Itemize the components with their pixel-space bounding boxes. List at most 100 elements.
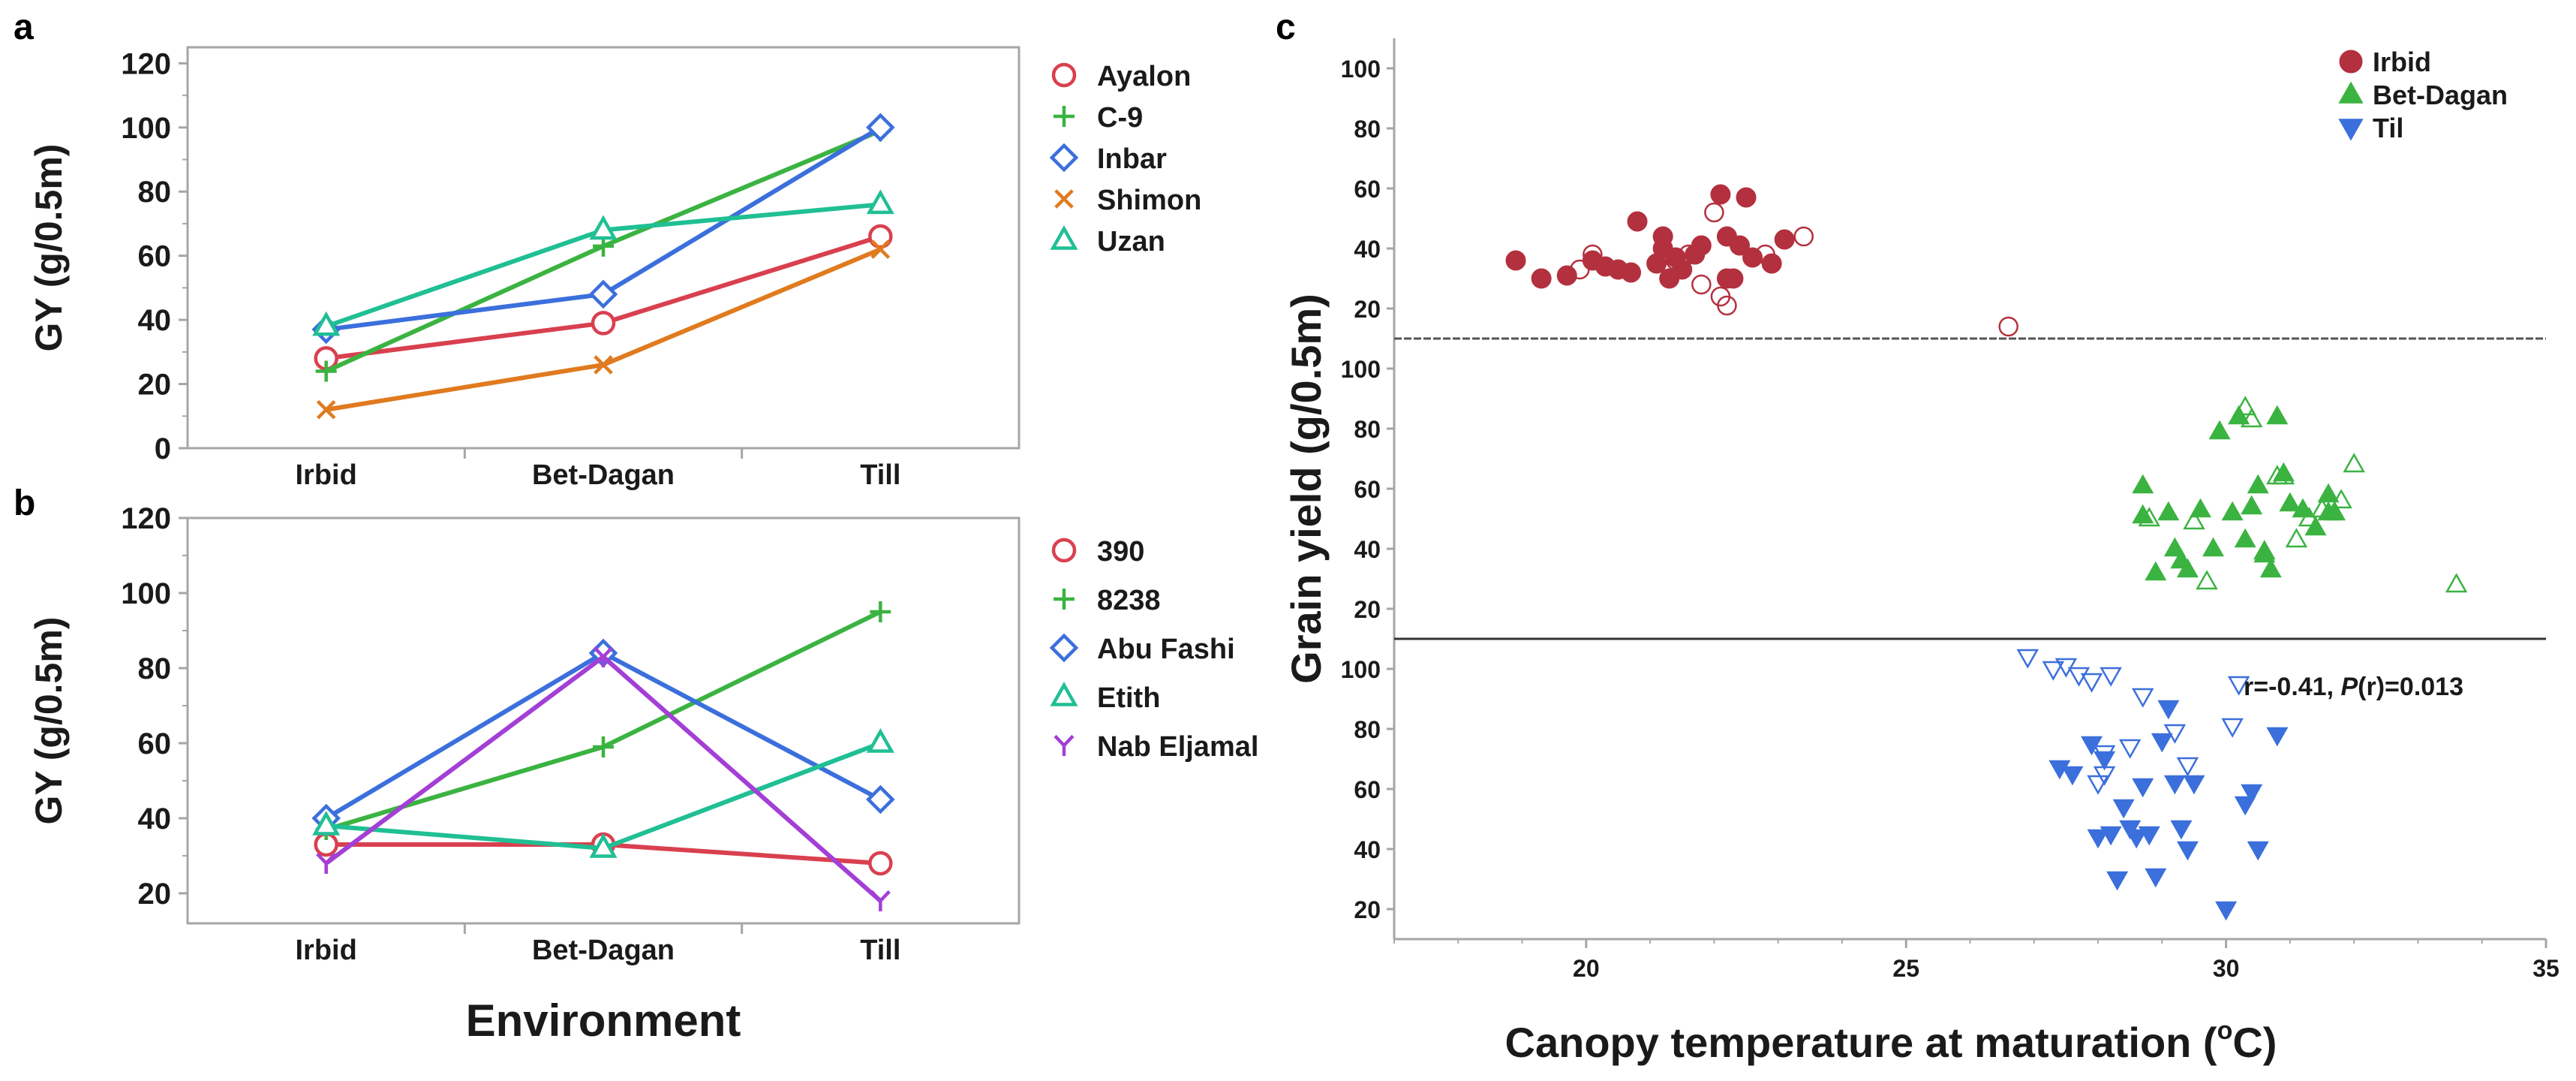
series-c-2-point-open [2087, 775, 2109, 795]
series-c-1-point-filled [2266, 405, 2289, 425]
series-b-4-point [593, 646, 614, 667]
series-c-1-point-filled [2241, 495, 2263, 515]
series-c-1-point-filled [2234, 528, 2256, 548]
series-c-0-point-open [1717, 295, 1737, 316]
series-c-2-point-filled [2157, 700, 2180, 720]
chart-a-ylabel: GY (g/0.5m) [28, 144, 70, 352]
series-c-2-point-open [2100, 667, 2122, 687]
series-a-1-point [315, 360, 337, 382]
series-c-2-point-open [2227, 676, 2250, 696]
chart-b-xtick-label: Irbid [296, 935, 357, 966]
panel-b-label: b [14, 483, 35, 523]
series-c-2-point-filled [2215, 901, 2238, 921]
legend-a-label: Ayalon [1097, 61, 1191, 92]
series-b-4-line [324, 654, 882, 903]
series-c-0-point-filled [1621, 262, 1642, 283]
series-c-2-point-filled [2112, 799, 2135, 819]
series-c-2-point-filled [2087, 829, 2109, 849]
legend-b-label: Abu Fashi [1097, 634, 1235, 665]
legend-a-label: C-9 [1097, 102, 1143, 134]
chart-a-ytick-label: 20 [138, 369, 172, 402]
chart-c-ytick-label: 60 [1354, 776, 1381, 803]
chart-c-ytick-label: 80 [1354, 116, 1381, 143]
series-c-2-point-open [2093, 745, 2116, 765]
series-c-2-point-open [2132, 688, 2154, 708]
series-c-0-point-filled [1531, 268, 1552, 289]
series-a-3-point [870, 239, 891, 259]
chart-b-ytick-label: 20 [138, 878, 172, 911]
legend-b-marker [1054, 589, 1075, 610]
chart-c-ytick-label: 100 [1341, 56, 1381, 83]
annotation-p: P [2340, 673, 2358, 701]
chart-a-ytick-label: 0 [155, 432, 171, 465]
series-c-2-point-filled [2125, 829, 2148, 849]
series-a-3-point [316, 399, 336, 420]
series-c-2-point-filled [2138, 826, 2160, 846]
series-c-1-point-filled [2202, 537, 2225, 557]
series-c-0-point-filled [1710, 184, 1731, 205]
series-c-1-point-open [2343, 453, 2365, 473]
chart-b-ytick-label: 40 [138, 802, 172, 836]
series-c-0-point-open [1583, 244, 1603, 265]
chart-c-ytick-label: 40 [1354, 836, 1381, 863]
legend-a-marker [1050, 225, 1078, 250]
series-c-1-point-filled [2176, 558, 2199, 578]
series-c-2-point-filled [2094, 751, 2116, 771]
series-c-1-point-filled [2132, 504, 2154, 524]
chart-c-ytick-label: 20 [1354, 896, 1381, 923]
series-c-0-point-open [1679, 244, 1699, 265]
legend-c-marker [2339, 50, 2363, 74]
chart-a-ytick-label: 60 [138, 240, 172, 273]
series-c-2-point-filled [2145, 868, 2167, 888]
chart-c-xlabel-sup: o [2217, 1016, 2233, 1045]
series-c-2-point-filled [2151, 733, 2173, 753]
series-c-0-point-filled [1627, 211, 1648, 232]
series-c-1-point-open [2445, 573, 2468, 593]
chart-c: 20 40 60 80 100 20 40 60 80 100 20 40 60 80 100 20 25 30 3… [1282, 38, 2559, 982]
chart-a: 0 20 40 60 80 100 120 Irbid Bet-Dagan Till GY (g/0… [28, 46, 1201, 491]
chart-b-xtick-label: Bet-Dagan [532, 935, 675, 966]
series-c-1-point-open [2330, 489, 2352, 509]
series-c-1-point-filled [2324, 501, 2346, 521]
chart-b-ytick-label: 120 [121, 502, 171, 535]
chart-a-xtick-label: Till [860, 459, 900, 491]
chart-c-ytick-label: 60 [1354, 176, 1381, 203]
series-b-4-point [316, 852, 337, 874]
annotation-r: r=-0.41, [2244, 673, 2340, 701]
chart-c-annotation: r=-0.41, P(r)=0.013 [2244, 673, 2463, 701]
chart-c-xlabel-main: Canopy temperature at maturation ( [1505, 1019, 2217, 1066]
chart-a-xtick-label: Bet-Dagan [532, 459, 675, 491]
series-b-0-point [868, 851, 893, 876]
chart-b-xtick-label: Till [860, 935, 900, 966]
chart-b-ytick-label: 100 [121, 577, 171, 610]
chart-c-ytick-label: 40 [1354, 236, 1381, 263]
legend-b-label: 390 [1097, 536, 1144, 568]
chart-c-xtick-label: 20 [1573, 955, 1600, 982]
series-b-1-point [870, 601, 891, 622]
series-c-1-point-open [2310, 498, 2334, 518]
series-c-2-point-filled [2266, 727, 2289, 747]
chart-b-xlabel: Environment [466, 995, 741, 1046]
series-c-2-point-open [2067, 667, 2091, 687]
series-a-4-point [312, 311, 341, 336]
series-c-1-point-open [2138, 507, 2161, 527]
legend-a-label: Uzan [1097, 226, 1165, 257]
chart-b-ytick-label: 60 [138, 727, 172, 760]
series-c-1-point-filled [2145, 561, 2167, 581]
legend-c-label: Til [2373, 113, 2403, 143]
chart-c-ytick-label: 80 [1354, 716, 1381, 743]
chart-c-xlabel-end: C) [2232, 1019, 2277, 1066]
series-a-0-point [591, 311, 616, 336]
series-c-2-point-open [2093, 766, 2116, 786]
series-c-2-point-filled [2176, 841, 2199, 861]
legend-b-label: 8238 [1097, 585, 1161, 616]
legend-b-marker [1054, 734, 1075, 756]
chart-b-ytick-label: 80 [138, 652, 172, 685]
annotation-p-value: (r)=0.013 [2358, 673, 2463, 701]
legend-a-marker [1054, 106, 1075, 127]
series-c-0-point-open [1998, 316, 2018, 337]
series-c-1-point-filled [2157, 501, 2180, 521]
chart-c-ytick-label: 40 [1354, 536, 1381, 563]
series-c-0-point-filled [1652, 238, 1673, 259]
